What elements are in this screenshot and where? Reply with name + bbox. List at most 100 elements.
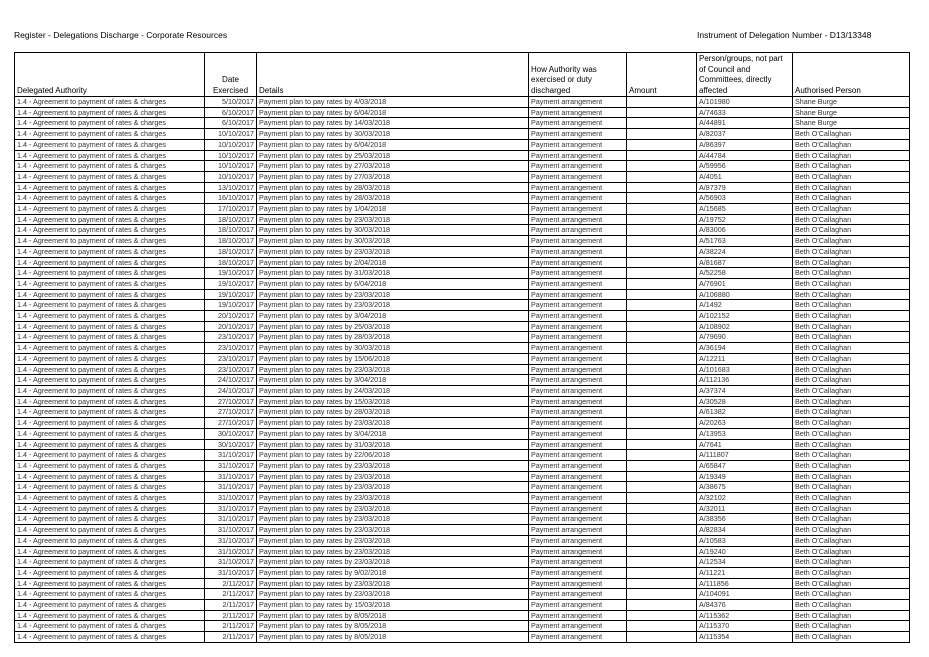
cell-amount: [626, 117, 697, 130]
cell-person-affected: A/79690: [696, 331, 793, 344]
cell-delegated-authority: 1.4 - Agreement to payment of rates & ch…: [14, 502, 205, 515]
cell-person-affected: A/56903: [696, 192, 793, 205]
cell-authorised-person: Shane Burge: [792, 96, 910, 108]
cell-delegated-authority: 1.4 - Agreement to payment of rates & ch…: [14, 395, 205, 408]
cell-how-exercised: Payment arrangement: [528, 106, 627, 119]
cell-details: Payment plan to pay rates by 30/03/2018: [256, 224, 529, 237]
cell-how-exercised: Payment arrangement: [528, 203, 627, 215]
cell-date-exercised: 17/10/2017: [204, 203, 257, 215]
cell-delegated-authority: 1.4 - Agreement to payment of rates & ch…: [14, 427, 205, 440]
table-row: 1.4 - Agreement to payment of rates & ch…: [14, 620, 910, 633]
cell-delegated-authority: 1.4 - Agreement to payment of rates & ch…: [14, 492, 205, 504]
cell-authorised-person: Beth O'Callaghan: [792, 384, 910, 397]
cell-how-exercised: Payment arrangement: [528, 224, 627, 237]
cell-how-exercised: Payment arrangement: [528, 459, 627, 472]
cell-how-exercised: Payment arrangement: [528, 620, 627, 633]
cell-delegated-authority: 1.4 - Agreement to payment of rates & ch…: [14, 331, 205, 344]
table-row: 1.4 - Agreement to payment of rates & ch…: [14, 566, 910, 579]
cell-authorised-person: Beth O'Callaghan: [792, 320, 910, 333]
cell-date-exercised: 6/10/2017: [204, 117, 257, 130]
cell-details: Payment plan to pay rates by 14/03/2018: [256, 117, 529, 130]
cell-date-exercised: 18/10/2017: [204, 224, 257, 237]
cell-date-exercised: 30/10/2017: [204, 427, 257, 440]
cell-date-exercised: 19/10/2017: [204, 299, 257, 312]
table-row: 1.4 - Agreement to payment of rates & ch…: [14, 395, 910, 408]
cell-date-exercised: 10/10/2017: [204, 138, 257, 151]
cell-how-exercised: Payment arrangement: [528, 128, 627, 140]
register-title: Register - Delegations Discharge - Corpo…: [14, 30, 228, 40]
cell-details: Payment plan to pay rates by 3/04/2018: [256, 374, 529, 386]
cell-delegated-authority: 1.4 - Agreement to payment of rates & ch…: [14, 245, 205, 258]
cell-amount: [626, 277, 697, 290]
cell-authorised-person: Beth O'Callaghan: [792, 427, 910, 440]
header-how-exercised: How Authority was exercised or duty disc…: [528, 52, 627, 97]
cell-details: Payment plan to pay rates by 6/04/2018: [256, 106, 529, 119]
cell-date-exercised: 31/10/2017: [204, 545, 257, 558]
cell-how-exercised: Payment arrangement: [528, 277, 627, 290]
cell-date-exercised: 27/10/2017: [204, 406, 257, 419]
cell-delegated-authority: 1.4 - Agreement to payment of rates & ch…: [14, 620, 205, 633]
cell-person-affected: A/15685: [696, 203, 793, 215]
cell-authorised-person: Beth O'Callaghan: [792, 566, 910, 579]
cell-delegated-authority: 1.4 - Agreement to payment of rates & ch…: [14, 631, 205, 643]
table-row: 1.4 - Agreement to payment of rates & ch…: [14, 352, 910, 365]
cell-person-affected: A/86397: [696, 138, 793, 151]
cell-person-affected: A/7641: [696, 438, 793, 451]
cell-date-exercised: 5/10/2017: [204, 96, 257, 108]
table-row: 1.4 - Agreement to payment of rates & ch…: [14, 106, 910, 119]
cell-authorised-person: Beth O'Callaghan: [792, 609, 910, 622]
cell-amount: [626, 395, 697, 408]
cell-amount: [626, 406, 697, 419]
cell-details: Payment plan to pay rates by 15/03/2018: [256, 599, 529, 611]
cell-how-exercised: Payment arrangement: [528, 160, 627, 172]
cell-delegated-authority: 1.4 - Agreement to payment of rates & ch…: [14, 128, 205, 140]
cell-delegated-authority: 1.4 - Agreement to payment of rates & ch…: [14, 277, 205, 290]
cell-date-exercised: 2/11/2017: [204, 620, 257, 633]
cell-how-exercised: Payment arrangement: [528, 534, 627, 547]
table-row: 1.4 - Agreement to payment of rates & ch…: [14, 203, 910, 215]
cell-person-affected: A/101980: [696, 96, 793, 108]
cell-how-exercised: Payment arrangement: [528, 524, 627, 536]
cell-person-affected: A/19349: [696, 470, 793, 483]
cell-delegated-authority: 1.4 - Agreement to payment of rates & ch…: [14, 406, 205, 419]
cell-details: Payment plan to pay rates by 28/03/2018: [256, 331, 529, 344]
cell-how-exercised: Payment arrangement: [528, 566, 627, 579]
cell-person-affected: A/115362: [696, 609, 793, 622]
cell-delegated-authority: 1.4 - Agreement to payment of rates & ch…: [14, 609, 205, 622]
cell-person-affected: A/30528: [696, 395, 793, 408]
cell-date-exercised: 31/10/2017: [204, 502, 257, 515]
table-row: 1.4 - Agreement to payment of rates & ch…: [14, 235, 910, 247]
cell-how-exercised: Payment arrangement: [528, 470, 627, 483]
table-row: 1.4 - Agreement to payment of rates & ch…: [14, 577, 910, 590]
cell-person-affected: A/10583: [696, 534, 793, 547]
table-row: 1.4 - Agreement to payment of rates & ch…: [14, 331, 910, 344]
cell-delegated-authority: 1.4 - Agreement to payment of rates & ch…: [14, 481, 205, 494]
cell-how-exercised: Payment arrangement: [528, 267, 627, 279]
cell-amount: [626, 481, 697, 494]
cell-authorised-person: Beth O'Callaghan: [792, 288, 910, 301]
cell-delegated-authority: 1.4 - Agreement to payment of rates & ch…: [14, 117, 205, 130]
cell-how-exercised: Payment arrangement: [528, 384, 627, 397]
cell-delegated-authority: 1.4 - Agreement to payment of rates & ch…: [14, 310, 205, 322]
cell-delegated-authority: 1.4 - Agreement to payment of rates & ch…: [14, 138, 205, 151]
cell-how-exercised: Payment arrangement: [528, 192, 627, 205]
cell-person-affected: A/65847: [696, 459, 793, 472]
cell-person-affected: A/19752: [696, 213, 793, 226]
cell-amount: [626, 513, 697, 526]
cell-how-exercised: Payment arrangement: [528, 492, 627, 504]
cell-person-affected: A/38356: [696, 513, 793, 526]
header-date-exercised: Date Exercised: [204, 52, 257, 97]
header-details: Details: [256, 52, 529, 97]
cell-authorised-person: Beth O'Callaghan: [792, 149, 910, 162]
cell-delegated-authority: 1.4 - Agreement to payment of rates & ch…: [14, 342, 205, 354]
cell-details: Payment plan to pay rates by 23/03/2018: [256, 299, 529, 312]
cell-delegated-authority: 1.4 - Agreement to payment of rates & ch…: [14, 106, 205, 119]
table-row: 1.4 - Agreement to payment of rates & ch…: [14, 256, 910, 269]
cell-details: Payment plan to pay rates by 15/03/2018: [256, 395, 529, 408]
cell-how-exercised: Payment arrangement: [528, 181, 627, 194]
cell-person-affected: A/61382: [696, 406, 793, 419]
cell-person-affected: A/83006: [696, 224, 793, 237]
cell-details: Payment plan to pay rates by 3/04/2018: [256, 310, 529, 322]
cell-amount: [626, 374, 697, 386]
cell-date-exercised: 31/10/2017: [204, 513, 257, 526]
